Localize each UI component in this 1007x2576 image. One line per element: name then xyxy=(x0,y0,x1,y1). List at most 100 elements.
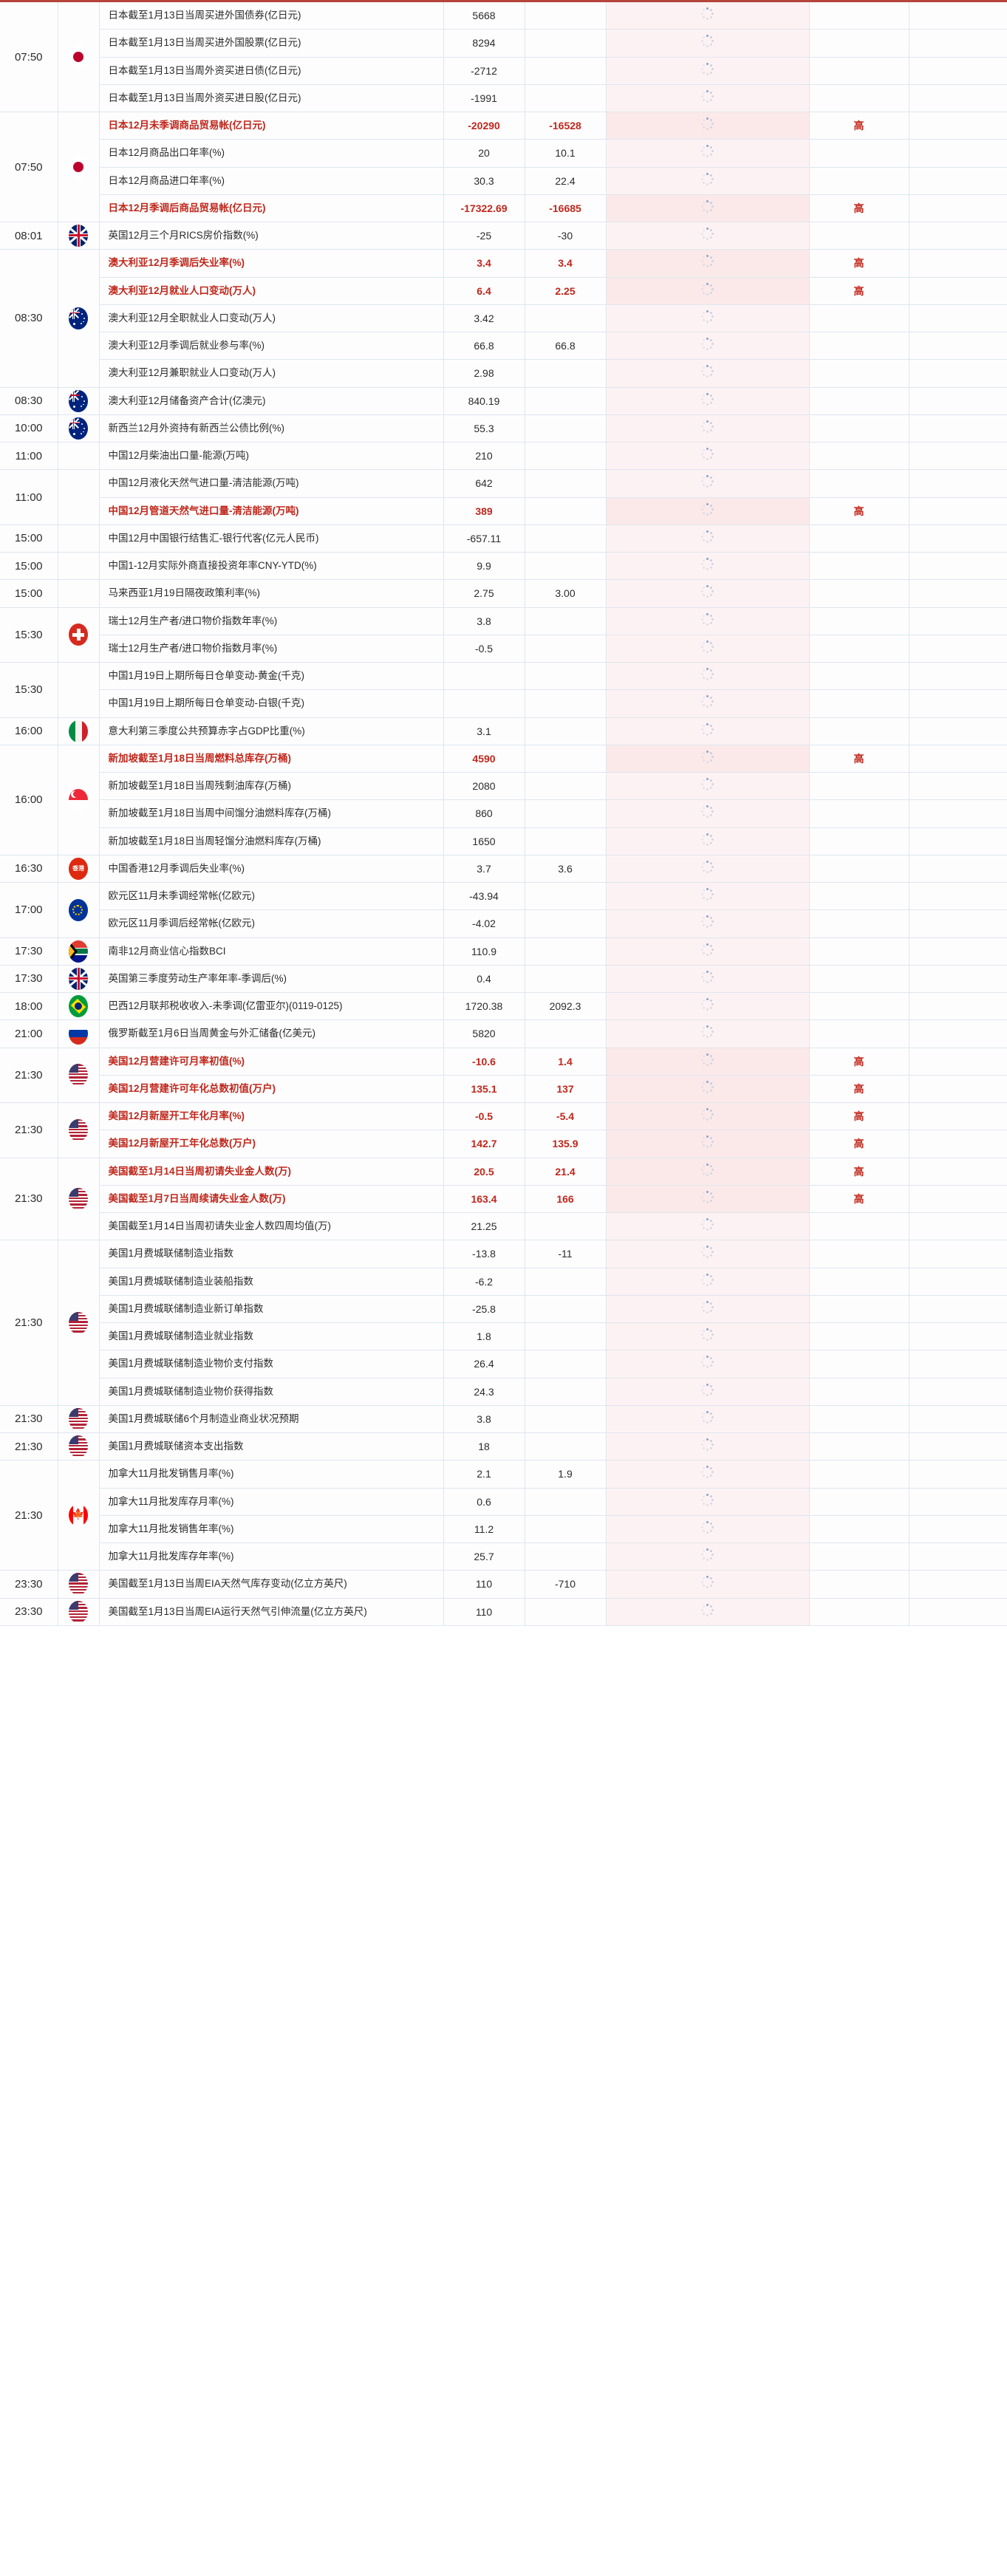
event-name[interactable]: 中国香港12月季调后失业率(%) xyxy=(99,855,444,884)
event-action-cell[interactable] xyxy=(909,1240,1007,1268)
event-action-cell[interactable] xyxy=(909,249,1007,278)
event-action-cell[interactable] xyxy=(909,799,1007,828)
event-name[interactable]: 日本12月商品进口年率(%) xyxy=(99,167,444,195)
event-name[interactable]: 瑞士12月生产者/进口物价指数年率(%) xyxy=(99,607,444,635)
event-action-cell[interactable] xyxy=(909,1378,1007,1406)
event-action-cell[interactable] xyxy=(909,827,1007,855)
event-name[interactable]: 中国1-12月实际外商直接投资年率CNY-YTD(%) xyxy=(99,552,444,581)
event-action-cell[interactable] xyxy=(909,1542,1007,1571)
event-action-cell[interactable] xyxy=(909,222,1007,250)
event-name[interactable]: 日本截至1月13日当周买进外国股票(亿日元) xyxy=(99,29,444,58)
event-action-cell[interactable] xyxy=(909,1350,1007,1378)
table-row[interactable]: 日本12月商品进口年率(%) 30.3 22.4 xyxy=(0,167,1007,195)
event-name[interactable]: 美国截至1月13日当周EIA天然气库存变动(亿立方英尺) xyxy=(99,1570,444,1599)
event-action-cell[interactable] xyxy=(909,359,1007,388)
table-row[interactable]: 21:00 俄罗斯截至1月6日当周黄金与外汇储备(亿美元) 5820 xyxy=(0,1019,1007,1048)
event-action-cell[interactable] xyxy=(909,965,1007,994)
event-action-cell[interactable] xyxy=(909,414,1007,443)
event-action-cell[interactable] xyxy=(909,1570,1007,1599)
event-name[interactable]: 巴西12月联邦税收收入-未季调(亿雷亚尔)(0119-0125) xyxy=(99,992,444,1021)
event-name[interactable]: 英国第三季度劳动生产率年率-季调后(%) xyxy=(99,965,444,994)
table-row[interactable]: 日本12月商品出口年率(%) 20 10.1 xyxy=(0,139,1007,168)
event-name[interactable]: 日本截至1月13日当周外资买进日债(亿日元) xyxy=(99,57,444,85)
event-action-cell[interactable] xyxy=(909,1295,1007,1324)
table-row[interactable]: 美国1月费城联储制造业物价支付指数 26.4 xyxy=(0,1350,1007,1378)
event-name[interactable]: 美国截至1月13日当周EIA运行天然气引伸流量(亿立方英尺) xyxy=(99,1598,444,1626)
event-name[interactable]: 加拿大11月批发销售月率(%) xyxy=(99,1460,444,1489)
event-name[interactable]: 中国12月中国银行结售汇-银行代客(亿元人民币) xyxy=(99,525,444,553)
event-action-cell[interactable] xyxy=(909,139,1007,168)
event-action-cell[interactable] xyxy=(909,277,1007,305)
event-action-cell[interactable] xyxy=(909,57,1007,85)
event-name[interactable]: 南非12月商业信心指数BCI xyxy=(99,937,444,966)
event-action-cell[interactable] xyxy=(909,689,1007,718)
event-action-cell[interactable] xyxy=(909,112,1007,140)
table-row[interactable]: 23:30 美国截至1月13日当周EIA天然气库存变动(亿立方英尺) 110 -710 xyxy=(0,1570,1007,1599)
event-action-cell[interactable] xyxy=(909,442,1007,471)
event-action-cell[interactable] xyxy=(909,29,1007,58)
table-row[interactable]: 澳大利亚12月全职就业人口变动(万人) 3.42 xyxy=(0,304,1007,333)
event-action-cell[interactable] xyxy=(909,1130,1007,1158)
table-row[interactable]: 日本截至1月13日当周买进外国股票(亿日元) 8294 xyxy=(0,29,1007,58)
table-row[interactable]: 10:00 新西兰12月外资持有新西兰公债比例(%) 55.3 xyxy=(0,414,1007,443)
event-action-cell[interactable] xyxy=(909,332,1007,361)
event-name[interactable]: 美国1月费城联储制造业就业指数 xyxy=(99,1322,444,1351)
event-name[interactable]: 澳大利亚12月兼职就业人口变动(万人) xyxy=(99,359,444,388)
event-name[interactable]: 新加坡截至1月18日当周残剩油库存(万桶) xyxy=(99,772,444,801)
event-action-cell[interactable] xyxy=(909,662,1007,691)
event-name[interactable]: 新加坡截至1月18日当周燃料总库存(万桶) xyxy=(99,745,444,773)
event-action-cell[interactable] xyxy=(909,772,1007,801)
event-action-cell[interactable] xyxy=(909,635,1007,663)
table-row[interactable]: 21:30 美国1月费城联储资本支出指数 18 xyxy=(0,1432,1007,1461)
event-name[interactable]: 加拿大11月批发销售年率(%) xyxy=(99,1515,444,1544)
event-action-cell[interactable] xyxy=(909,194,1007,223)
event-action-cell[interactable] xyxy=(909,1322,1007,1351)
event-action-cell[interactable] xyxy=(909,84,1007,113)
table-row[interactable]: 美国截至1月7日当周续请失业金人数(万) 163.4 166 高 xyxy=(0,1185,1007,1214)
event-name[interactable]: 美国1月费城联储制造业物价获得指数 xyxy=(99,1378,444,1406)
event-action-cell[interactable] xyxy=(909,1075,1007,1104)
event-name[interactable]: 美国截至1月14日当周初请失业金人数四周均值(万) xyxy=(99,1212,444,1241)
table-row[interactable]: 日本截至1月13日当周外资买进日股(亿日元) -1991 xyxy=(0,84,1007,113)
event-name[interactable]: 美国截至1月7日当周续请失业金人数(万) xyxy=(99,1185,444,1214)
event-name[interactable]: 澳大利亚12月就业人口变动(万人) xyxy=(99,277,444,305)
table-row[interactable]: 美国12月营建许可年化总数初值(万户) 135.1 137 高 xyxy=(0,1075,1007,1104)
event-action-cell[interactable] xyxy=(909,745,1007,773)
table-row[interactable]: 17:00 欧元区11月未季调经常帐(亿欧元) -43.94 xyxy=(0,882,1007,938)
event-name[interactable]: 新西兰12月外资持有新西兰公债比例(%) xyxy=(99,414,444,443)
table-row[interactable]: 21:30 美国12月新屋开工年化月率(%) -0.5 -5.4 高 xyxy=(0,1102,1007,1158)
table-row[interactable]: 美国1月费城联储制造业物价获得指数 24.3 xyxy=(0,1378,1007,1406)
table-row[interactable]: 18:00 巴西12月联邦税收收入-未季调(亿雷亚尔)(0119-0125) 172… xyxy=(0,992,1007,1021)
table-row[interactable]: 16:00 新加坡截至1月18日当周燃料总库存(万桶) 4590 高 xyxy=(0,745,1007,855)
event-action-cell[interactable] xyxy=(909,387,1007,415)
table-row[interactable]: 15:00 中国1-12月实际外商直接投资年率CNY-YTD(%) 9.9 xyxy=(0,552,1007,581)
event-name[interactable]: 中国1月19日上期所每日仓单变动-白银(千克) xyxy=(99,689,444,718)
event-action-cell[interactable] xyxy=(909,1515,1007,1544)
event-name[interactable]: 美国12月营建许可月率初值(%) xyxy=(99,1048,444,1076)
table-row[interactable]: 澳大利亚12月就业人口变动(万人) 6.4 2.25 高 xyxy=(0,277,1007,305)
table-row[interactable]: 08:30 澳大利亚12月储备资产合计(亿澳元) 840.19 xyxy=(0,387,1007,415)
table-row[interactable]: 15:00 马来西亚1月19日隔夜政策利率(%) 2.75 3.00 xyxy=(0,579,1007,608)
event-name[interactable]: 欧元区11月季调后经常帐(亿欧元) xyxy=(99,909,444,938)
table-row[interactable]: 新加坡截至1月18日当周残剩油库存(万桶) 2080 xyxy=(0,772,1007,801)
table-row[interactable]: 21:30 🍁 加拿大11月批发销售月率(%) 2.1 1.9 xyxy=(0,1460,1007,1571)
table-row[interactable]: 欧元区11月季调后经常帐(亿欧元) -4.02 xyxy=(0,909,1007,938)
event-name[interactable]: 澳大利亚12月季调后就业参与率(%) xyxy=(99,332,444,361)
table-row[interactable]: 15:00 中国12月中国银行结售汇-银行代客(亿元人民币) -657.11 xyxy=(0,525,1007,553)
table-row[interactable]: 17:30 英国第三季度劳动生产率年率-季调后(%) 0.4 xyxy=(0,965,1007,994)
table-row[interactable]: 15:30 瑞士12月生产者/进口物价指数年率(%) 3.8 xyxy=(0,607,1007,663)
table-row[interactable]: 16:00 意大利第三季度公共预算赤字占GDP比重(%) 3.1 xyxy=(0,717,1007,745)
event-name[interactable]: 澳大利亚12月储备资产合计(亿澳元) xyxy=(99,387,444,415)
event-action-cell[interactable] xyxy=(909,1048,1007,1076)
event-action-cell[interactable] xyxy=(909,1432,1007,1461)
event-name[interactable]: 美国1月费城联储制造业新订单指数 xyxy=(99,1295,444,1324)
event-name[interactable]: 日本12月未季调商品贸易帐(亿日元) xyxy=(99,112,444,140)
table-row[interactable]: 美国1月费城联储制造业新订单指数 -25.8 xyxy=(0,1295,1007,1324)
event-action-cell[interactable] xyxy=(909,1102,1007,1131)
table-row[interactable]: 加拿大11月批发销售年率(%) 11.2 xyxy=(0,1515,1007,1544)
table-row[interactable]: 11:00 中国12月柴油出口量-能源(万吨) 210 xyxy=(0,442,1007,471)
table-row[interactable]: 澳大利亚12月季调后就业参与率(%) 66.8 66.8 xyxy=(0,332,1007,361)
event-action-cell[interactable] xyxy=(909,552,1007,581)
event-name[interactable]: 日本截至1月13日当周外资买进日股(亿日元) xyxy=(99,84,444,113)
table-row[interactable]: 中国12月管道天然气进口量-清洁能源(万吨) 389 高 xyxy=(0,497,1007,525)
